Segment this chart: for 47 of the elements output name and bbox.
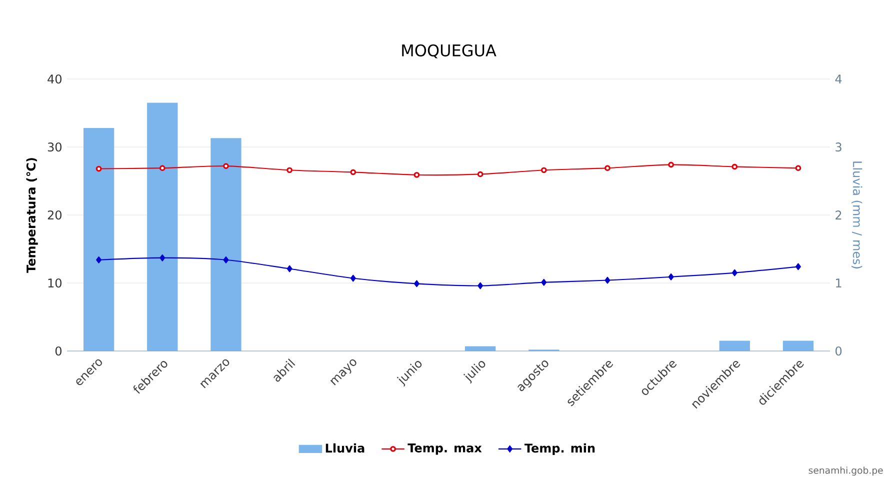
y-axis-title: Temperatura (℃) [26, 158, 38, 273]
text: senamhi.gob.pe [808, 466, 883, 476]
bar [782, 340, 814, 351]
bar [210, 138, 242, 351]
bar [147, 102, 178, 351]
legend-label: Temp. min [524, 443, 595, 455]
point [668, 162, 674, 168]
y2-axis-title: Lluvia (mm / mes) [852, 162, 862, 268]
point [160, 254, 166, 262]
point [795, 165, 802, 172]
point [286, 167, 292, 174]
legend-label: Lluvia [326, 443, 364, 453]
point [732, 164, 738, 170]
point [540, 167, 547, 174]
point [350, 169, 356, 176]
chart-title: MOQUEGUA [402, 44, 496, 58]
bar [719, 340, 750, 351]
point [477, 171, 484, 178]
y2-tick-label: 3 [836, 142, 842, 152]
point [96, 166, 102, 172]
point [541, 278, 547, 286]
point [223, 163, 229, 169]
point [414, 280, 420, 288]
bar [83, 128, 114, 351]
y-tick-label: 10 [48, 278, 62, 288]
y2-tick-label: 0 [836, 346, 842, 356]
point [604, 276, 610, 284]
y-tick-label: 0 [55, 346, 62, 356]
point [732, 269, 738, 276]
y2-tick-label: 2 [836, 210, 842, 220]
y2-tick-label: 1 [836, 278, 842, 288]
point [96, 256, 102, 264]
y2-tick-label: 4 [835, 74, 842, 84]
point [223, 256, 229, 264]
y-tick-label: 20 [48, 210, 62, 220]
point [795, 263, 801, 270]
point [668, 273, 674, 280]
point [159, 165, 166, 172]
y-tick-label: 30 [48, 142, 62, 152]
point [350, 274, 356, 282]
point [414, 172, 420, 178]
point [478, 282, 484, 290]
point [604, 165, 610, 172]
legend-label: Temp. max [408, 444, 482, 455]
bar [464, 346, 496, 351]
y-tick-label: 40 [48, 74, 62, 84]
point [286, 265, 292, 272]
